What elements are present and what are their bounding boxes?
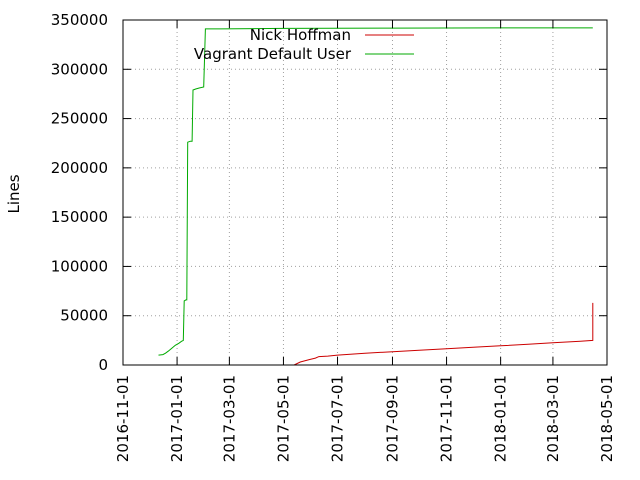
gridlines xyxy=(123,19,607,365)
y-tick-label: 50000 xyxy=(60,307,108,325)
x-tick-label: 2018-01-01 xyxy=(492,375,510,462)
y-tick-label: 150000 xyxy=(51,208,108,226)
series-line xyxy=(293,302,594,366)
x-tick-label: 2017-01-01 xyxy=(168,375,186,462)
x-tick-label: 2018-05-01 xyxy=(598,375,616,462)
plot-lines xyxy=(158,27,594,366)
x-tick-label: 2017-11-01 xyxy=(438,375,456,462)
plot-frame xyxy=(122,19,608,366)
y-tick-label: 300000 xyxy=(51,60,108,78)
legend-label: Nick Hoffman xyxy=(250,26,351,44)
legend-label: Vagrant Default User xyxy=(194,45,352,63)
y-tick-label: 200000 xyxy=(51,159,108,177)
y-tick-label: 250000 xyxy=(51,110,108,128)
y-tick-label: 350000 xyxy=(51,11,108,29)
x-axis: 2016-11-01 2017-01-01 2017-03-01 2017-05-01… xyxy=(114,20,616,462)
x-tick-label: 2017-03-01 xyxy=(220,375,238,462)
x-tick-label: 2017-07-01 xyxy=(329,375,347,462)
x-tick-label: 2016-11-01 xyxy=(114,375,132,462)
x-tick-label: 2017-05-01 xyxy=(274,375,292,462)
y-axis-label: Lines xyxy=(5,174,23,213)
x-tick-label: 2017-09-01 xyxy=(383,375,401,462)
series-line xyxy=(158,27,593,356)
y-axis: 0 50000 100000 150000 200000 250000 300000 3500… xyxy=(51,11,607,374)
y-tick-label: 0 xyxy=(98,356,108,374)
y-tick-label: 100000 xyxy=(51,257,108,275)
x-tick-label: 2018-03-01 xyxy=(544,375,562,462)
